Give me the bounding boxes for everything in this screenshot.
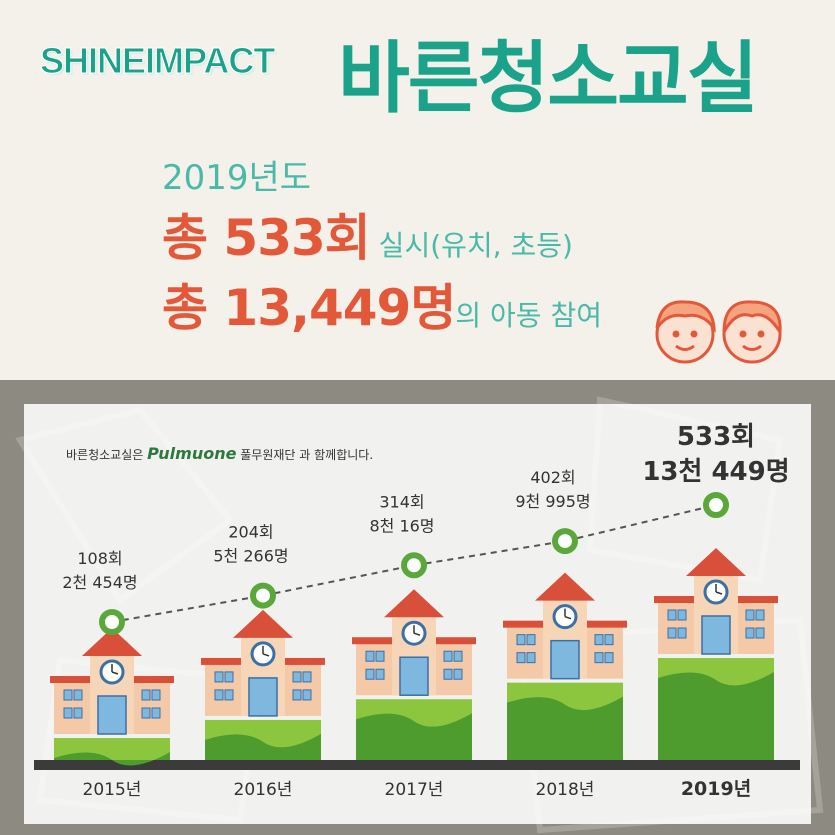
school-building [654, 548, 778, 760]
pulmuone-logo: Pulmuone [147, 444, 237, 463]
school-building [201, 609, 325, 760]
sponsor-after: 풀무원재단 과 함께합니다. [240, 448, 374, 462]
school-building [352, 589, 476, 760]
data-point-marker [703, 492, 729, 518]
summary-participants-note: 의 아동 참여 [455, 299, 602, 332]
data-label-participants: 9천 995명 [515, 492, 590, 511]
x-axis-label: 2015년 [83, 780, 142, 800]
trend-line [111, 504, 717, 623]
data-label-participants: 5천 266명 [213, 547, 288, 566]
x-axis-label: 2019년 [681, 778, 751, 800]
summary-sessions-total: 총 533회 [162, 209, 371, 267]
data-label-participants: 8천 16명 [369, 516, 434, 535]
summary-year: 2019년도 [162, 158, 312, 198]
school-building [503, 572, 627, 760]
chart-baseline [34, 760, 800, 770]
brand-logo: SHINEIMPACT [39, 40, 275, 82]
summary-sessions: 총 533회 실시(유치, 초등) [162, 198, 573, 270]
data-label-sessions: 533회 [677, 422, 755, 452]
data-point-marker [401, 552, 427, 579]
data-point-marker [250, 582, 276, 609]
school-building [50, 628, 174, 766]
data-label-sessions: 108회 [77, 549, 122, 568]
data-point-marker [552, 528, 578, 555]
x-axis-label: 2018년 [536, 780, 595, 800]
summary-sessions-note: 실시(유치, 초등) [369, 229, 573, 262]
summary-participants: 총 13,449명의 아동 참여 [162, 268, 602, 340]
sponsor-before: 바른청소교실은 [66, 448, 144, 462]
sponsor-line: 바른청소교실은 Pulmuone 풀무원재단 과 함께합니다. [66, 444, 373, 463]
yearly-chart: 108회 2천 454명 204회 5천 266명 314회 8천 16명 402회 9천 9… [34, 422, 800, 800]
summary-participants-total: 총 13,449명 [162, 279, 456, 337]
x-axis-label: 2017년 [385, 780, 444, 800]
x-axis-label: 2016년 [234, 780, 293, 800]
children-illustration [655, 300, 782, 364]
data-label-sessions: 204회 [228, 523, 273, 542]
data-label-sessions: 314회 [379, 492, 424, 511]
data-point-marker [99, 609, 125, 635]
program-title: 바른청소교실 [338, 34, 759, 124]
data-label-participants: 2천 454명 [62, 573, 137, 592]
data-label-sessions: 402회 [530, 468, 575, 487]
data-label-participants: 13천 449명 [642, 457, 789, 487]
